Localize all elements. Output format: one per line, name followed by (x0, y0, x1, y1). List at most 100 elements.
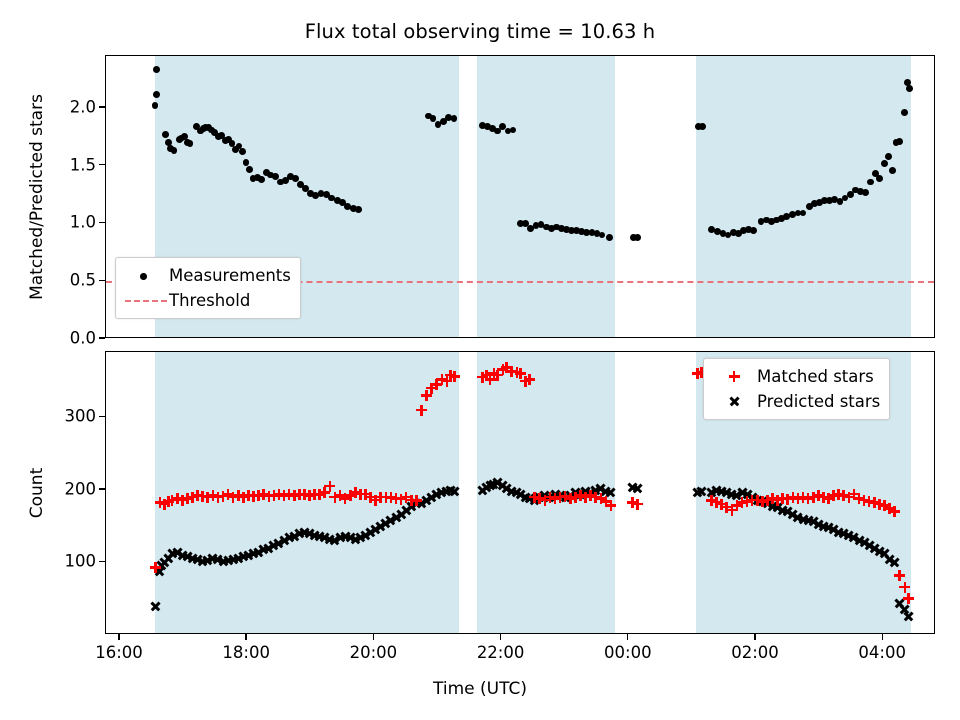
data-point (691, 368, 703, 380)
data-point (714, 228, 722, 235)
data-point (821, 196, 829, 204)
x-tick-mark (754, 634, 756, 640)
data-point (297, 180, 305, 188)
data-point (227, 491, 239, 503)
data-point (593, 230, 601, 238)
data-point (903, 593, 915, 605)
data-point (312, 192, 320, 200)
y-tick-mark (99, 415, 105, 417)
x-tick-mark (881, 634, 883, 640)
data-point (568, 227, 575, 234)
y-tick-mark (99, 164, 105, 166)
data-point (281, 177, 289, 185)
data-point (484, 123, 491, 130)
data-point (224, 135, 232, 143)
x-tick-label: 02:00 (731, 643, 779, 662)
data-point (848, 488, 860, 500)
data-point (489, 125, 497, 133)
data-point (162, 131, 170, 138)
data-point (559, 490, 571, 502)
data-point (238, 148, 246, 156)
data-point (231, 146, 239, 153)
data-point (605, 500, 617, 512)
threshold-line (106, 281, 934, 284)
data-point (729, 229, 737, 237)
data-point (344, 490, 356, 502)
legend-entry-matched: Matched stars (711, 364, 880, 389)
data-point (235, 142, 243, 150)
data-point (253, 173, 261, 181)
legend-entry-measurements: Measurements (123, 263, 291, 288)
data-point (153, 66, 161, 74)
data-point (711, 496, 723, 508)
data-point (494, 127, 502, 135)
legend-entry-predicted: Predicted stars (711, 389, 880, 414)
data-point (314, 489, 326, 501)
data-point (606, 233, 614, 241)
data-point (445, 113, 453, 121)
data-point (484, 374, 496, 386)
data-point (344, 202, 352, 210)
data-point (159, 498, 170, 510)
data-point (292, 175, 299, 182)
data-point (856, 187, 864, 195)
data-point (319, 487, 331, 499)
threshold-line-icon (123, 292, 169, 310)
data-point (339, 493, 351, 505)
data-point (708, 225, 715, 233)
data-point (410, 495, 422, 507)
data-point (783, 213, 790, 220)
observing-band-1 (154, 352, 459, 633)
x-tick-label: 22:00 (476, 643, 525, 662)
data-point (726, 504, 738, 516)
data-point (778, 215, 785, 223)
data-point (583, 229, 591, 237)
data-point (802, 493, 814, 505)
data-point (151, 102, 159, 110)
data-point (370, 494, 382, 506)
data-point (539, 494, 551, 506)
data-point (186, 140, 194, 148)
data-point (395, 493, 407, 505)
data-point (598, 231, 606, 239)
data-point (772, 494, 784, 506)
data-point (899, 581, 911, 593)
data-point (547, 224, 555, 232)
data-point (480, 369, 492, 381)
count-legend: Matched stars Predicted stars (703, 358, 891, 420)
data-point (564, 493, 576, 505)
data-point (520, 375, 532, 387)
data-point (222, 489, 234, 501)
x-tick-label: 20:00 (349, 643, 398, 662)
data-point (884, 503, 896, 515)
data-point (739, 227, 747, 234)
measurements-marker-icon (123, 267, 169, 285)
data-point (724, 231, 732, 239)
y-tick-label: 2.0 (69, 97, 96, 117)
y-tick-label: 300 (64, 406, 97, 426)
data-point (242, 158, 250, 166)
y-tick-mark (99, 560, 105, 563)
data-point (595, 493, 607, 505)
data-point (563, 225, 570, 233)
data-point (901, 109, 909, 116)
data-point (434, 120, 442, 128)
data-point (328, 194, 336, 202)
data-point (823, 493, 834, 505)
data-point (878, 500, 890, 512)
x-tick-mark (627, 634, 629, 640)
x-tick-label: 18:00 (222, 643, 270, 662)
data-point (867, 178, 874, 186)
data-point (750, 227, 757, 234)
y-tick-label: 1.0 (69, 212, 96, 232)
legend-label-predicted: Predicted stars (757, 392, 881, 411)
y-tick-mark (99, 279, 105, 281)
data-point (180, 133, 188, 141)
data-point (499, 123, 507, 130)
data-point (719, 230, 727, 238)
data-point (302, 185, 310, 193)
data-point (170, 147, 178, 155)
data-point (792, 493, 804, 505)
data-point (267, 171, 275, 179)
data-point (600, 495, 612, 507)
